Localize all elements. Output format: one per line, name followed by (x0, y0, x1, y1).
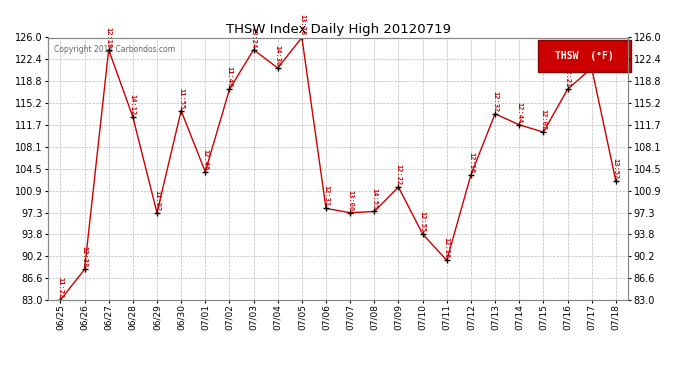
Text: 14:12: 14:12 (130, 94, 136, 115)
Text: 12:19: 12:19 (106, 27, 112, 48)
Text: 12:16: 12:16 (468, 152, 474, 173)
Text: 11:22: 11:22 (57, 277, 63, 298)
Text: 11:46: 11:46 (226, 66, 233, 87)
Text: Copyright 2012 Carbondos.com: Copyright 2012 Carbondos.com (54, 45, 175, 54)
Text: 13:52: 13:52 (613, 158, 619, 179)
Text: 14:55: 14:55 (371, 188, 377, 210)
Text: 11:02: 11:02 (154, 190, 160, 211)
Title: THSW Index Daily High 20120719: THSW Index Daily High 20120719 (226, 23, 451, 36)
Text: 12:22: 12:22 (395, 164, 402, 185)
Text: 12:31: 12:31 (323, 185, 329, 207)
Text: 12:16: 12:16 (444, 237, 450, 258)
Text: 11:55: 11:55 (178, 88, 184, 109)
Text: 12:44: 12:44 (516, 102, 522, 123)
Text: 12:21: 12:21 (564, 66, 571, 87)
Text: 12:55: 12:55 (420, 211, 426, 232)
Text: 13:28: 13:28 (299, 14, 305, 36)
Text: 12:38: 12:38 (81, 246, 88, 268)
Text: 13:38: 13:38 (589, 45, 595, 66)
Text: 12:32: 12:32 (492, 91, 498, 112)
Text: 14:30: 14:30 (275, 45, 281, 66)
Text: 13:24: 13:24 (250, 27, 257, 48)
FancyBboxPatch shape (538, 40, 631, 72)
Text: 13:00: 13:00 (347, 190, 353, 211)
Text: 12:02: 12:02 (540, 109, 546, 130)
Text: THSW  (°F): THSW (°F) (555, 51, 614, 61)
Text: 12:46: 12:46 (202, 149, 208, 170)
